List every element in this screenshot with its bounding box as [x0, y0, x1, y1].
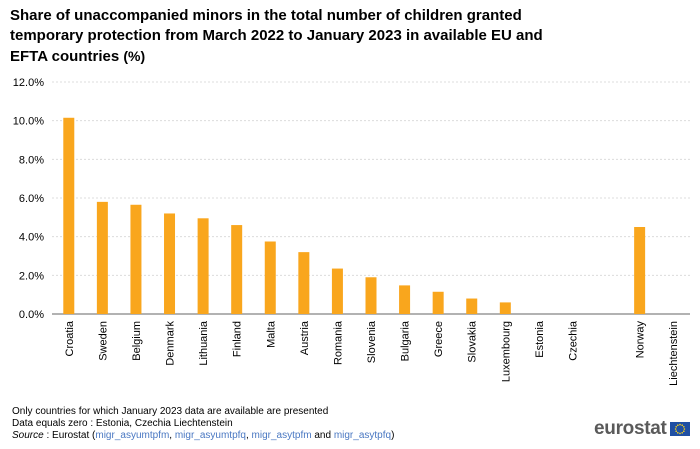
note-availability: Only countries for which January 2023 da…: [12, 406, 329, 417]
bar: [399, 285, 411, 314]
source-link-migr-asytpfq[interactable]: migr_asytpfq: [333, 430, 392, 441]
bar: [96, 201, 108, 314]
bar: [634, 227, 646, 314]
x-tick-label: Slovakia: [467, 320, 479, 362]
bar: [231, 225, 243, 314]
source-link-migr-asyumtpfm[interactable]: migr_asyumtpfm: [95, 430, 170, 441]
source-prefix: : Eurostat (: [43, 430, 96, 441]
bar: [130, 204, 142, 314]
eu-flag-icon: [669, 422, 690, 436]
x-tick-label: Estonia: [534, 320, 546, 358]
logo-text: eurostat: [594, 418, 667, 439]
x-tick-label: Croatia: [64, 320, 76, 356]
bar: [264, 241, 276, 314]
x-tick-label: Norway: [635, 321, 647, 359]
source-separator: ,: [169, 430, 175, 441]
source-label: Source: [12, 430, 44, 441]
source-line: Source : Eurostat (migr_asyumtpfm, migr_…: [12, 430, 394, 442]
bar: [197, 218, 209, 314]
y-tick-label: 10.0%: [13, 116, 44, 128]
x-tick-label: Czechia: [567, 320, 579, 361]
chart-notes: Only countries for which January 2023 da…: [12, 406, 394, 442]
x-tick-label: Bulgaria: [400, 320, 412, 361]
source-separator: ,: [245, 430, 252, 441]
bar-chart: 0.0% 2.0% 4.0% 6.0% 8.0% 10.0% 12.0% Croatia Swe…: [13, 77, 690, 386]
x-tick-label: Austria: [299, 320, 311, 355]
x-tick-label: Greece: [433, 321, 445, 357]
y-tick-label: 4.0%: [19, 232, 44, 244]
y-tick-label: 6.0%: [19, 193, 44, 205]
y-tick-label: 2.0%: [19, 270, 44, 282]
x-tick-label: Luxembourg: [500, 321, 512, 382]
x-tick-label: Lithuania: [198, 320, 210, 366]
bar: [164, 213, 176, 314]
bar: [63, 117, 75, 315]
bar: [331, 268, 343, 314]
x-tick-label: Belgium: [131, 321, 143, 361]
y-tick-label: 0.0%: [19, 309, 44, 321]
bar: [365, 277, 377, 314]
y-tick-label: 12.0%: [13, 77, 44, 89]
title-unit: (%): [123, 48, 146, 64]
x-tick-label: Slovenia: [366, 320, 378, 363]
x-tick-label: Liechtenstein: [668, 321, 680, 386]
source-link-migr-asytpfm[interactable]: migr_asytpfm: [251, 430, 312, 441]
x-tick-label: Denmark: [165, 321, 177, 366]
bar: [499, 302, 511, 314]
source-link-migr-asyumtpfq[interactable]: migr_asyumtpfq: [174, 430, 246, 441]
x-tick-label: Finland: [232, 321, 244, 357]
title-text: Share of unaccompanied minors in the tot…: [10, 7, 543, 65]
source-and: and: [311, 430, 334, 441]
note-zero-values: Data equals zero : Estonia, Czechia Liec…: [12, 418, 233, 429]
bar: [298, 252, 310, 314]
chart-title: Share of unaccompanied minors in the tot…: [10, 6, 570, 67]
x-tick-label: Sweden: [97, 321, 109, 361]
eurostat-logo: eurostat: [594, 418, 690, 440]
x-tick-label: Romania: [332, 320, 344, 365]
bar: [432, 291, 444, 314]
y-tick-label: 8.0%: [19, 154, 44, 166]
x-tick-label: Malta: [265, 320, 277, 348]
bar: [466, 298, 478, 314]
source-suffix: ): [391, 430, 395, 441]
